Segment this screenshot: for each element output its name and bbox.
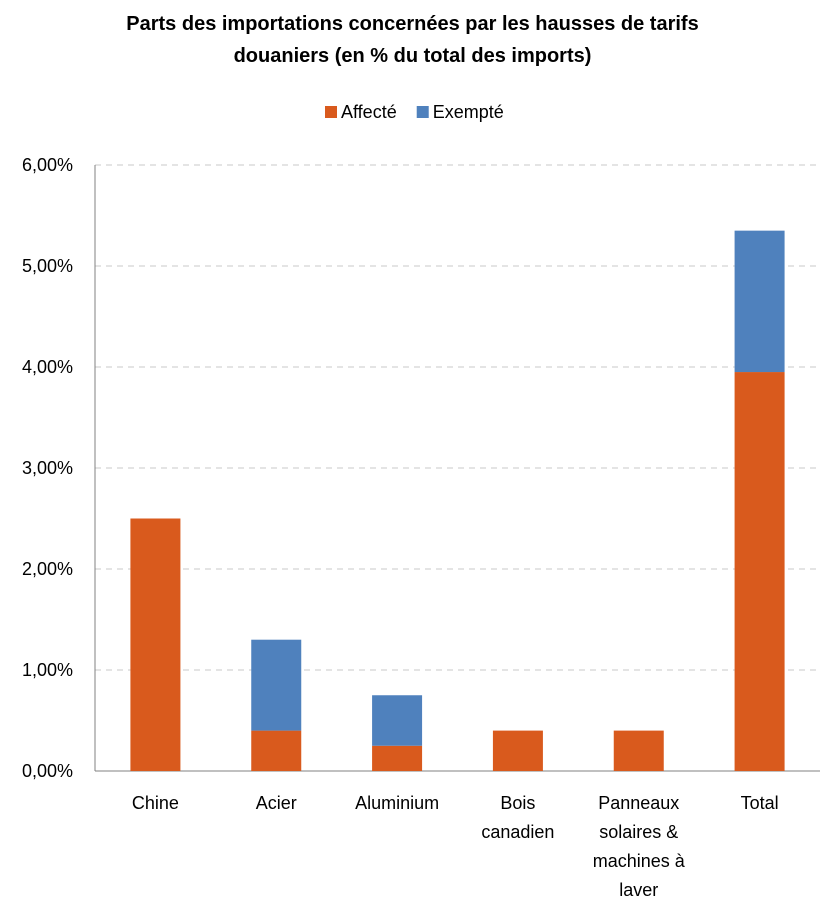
bar-affecte (492, 730, 543, 771)
y-tick-label: 6,00% (22, 155, 73, 175)
y-tick-label: 3,00% (22, 458, 73, 478)
bar-exempte (734, 230, 785, 373)
y-tick-label: 5,00% (22, 256, 73, 276)
category-label: Acier (256, 793, 297, 813)
legend-swatch (325, 106, 337, 118)
category-label: Chine (132, 793, 179, 813)
chart-title: Parts des importations concernées par le… (0, 8, 825, 72)
y-tick-label: 4,00% (22, 357, 73, 377)
legend-swatch (416, 106, 429, 118)
chart-title-line-2: douaniers (en % du total des imports) (233, 45, 592, 67)
bar-exempte (372, 695, 423, 746)
category-label: Aluminium (355, 793, 439, 813)
chart-title-line-1: Parts des importations concernées par le… (126, 13, 699, 35)
y-tick-label: 0,00% (22, 761, 73, 781)
bar-affecte (734, 372, 785, 771)
category-label: Total (741, 793, 779, 813)
y-tick-label: 2,00% (22, 559, 73, 579)
bar-affecte (251, 730, 302, 771)
category-label: Bois (500, 793, 535, 813)
legend-label: Affecté (341, 102, 397, 122)
bar-exempte (251, 639, 302, 731)
bar-affecte (372, 745, 423, 771)
bar-affecte (130, 518, 181, 771)
legend-label: Exempté (433, 102, 504, 122)
category-label: Panneaux (598, 793, 679, 813)
category-label: solaires & (599, 822, 678, 842)
category-label: machines à (593, 851, 686, 871)
y-tick-label: 1,00% (22, 660, 73, 680)
category-label: laver (619, 880, 658, 900)
category-label: canadien (481, 822, 554, 842)
bar-affecte (613, 730, 664, 771)
